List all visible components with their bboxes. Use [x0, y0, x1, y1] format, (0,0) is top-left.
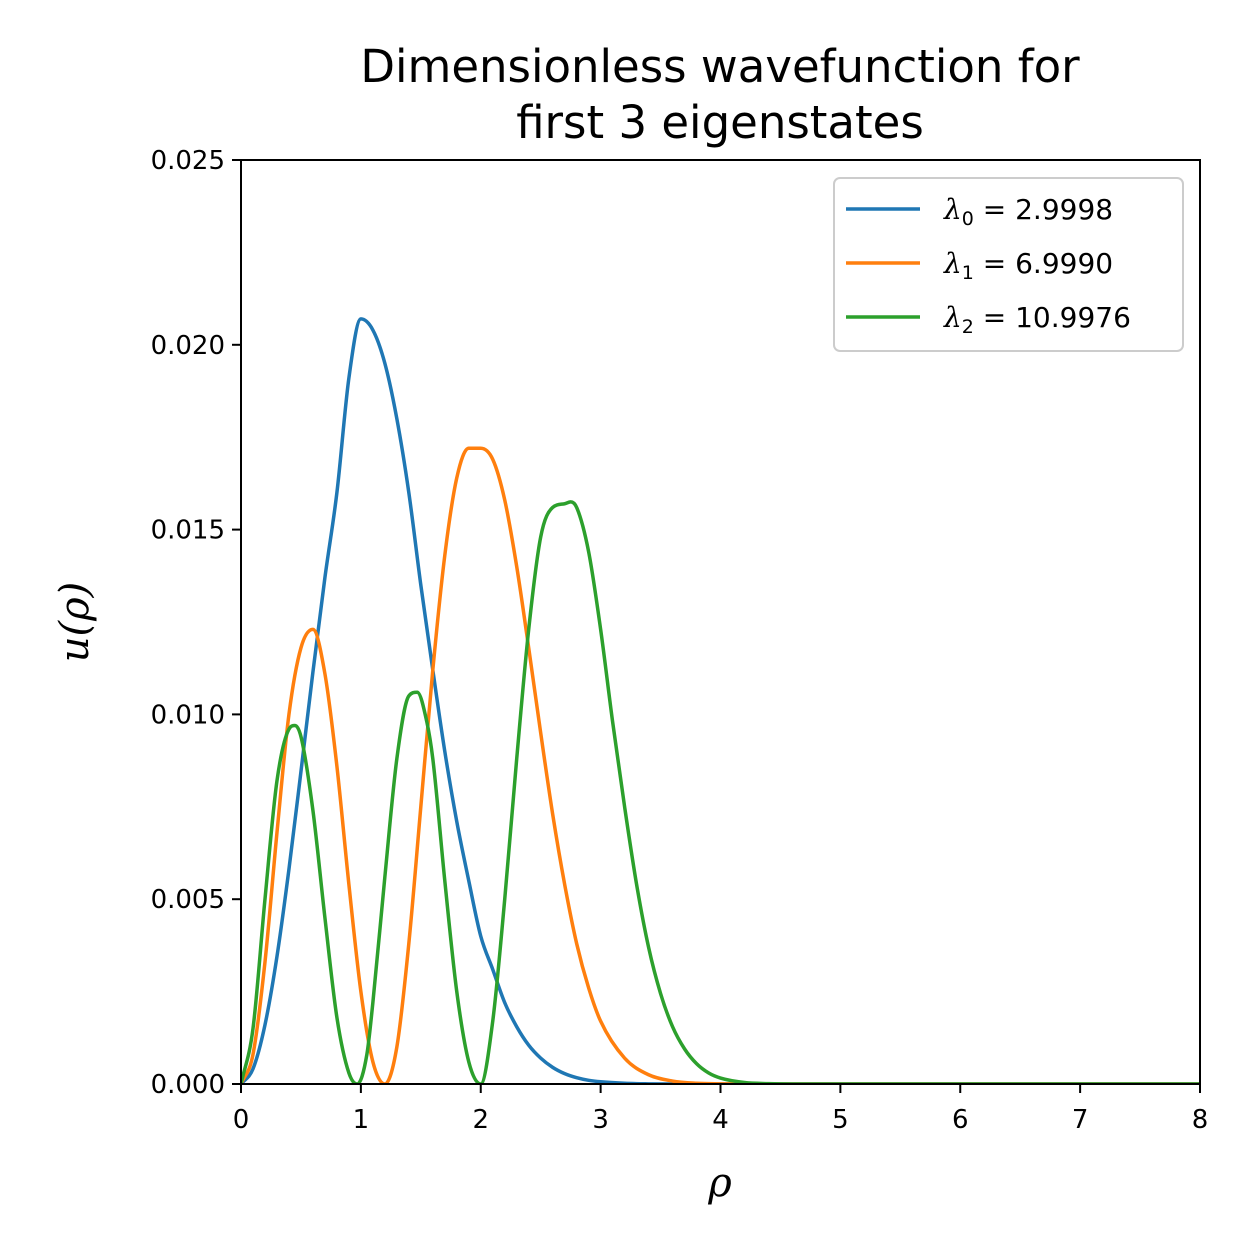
- y-axis: 0.000 0.005 0.010 0.015 0.020 0.025: [151, 146, 241, 1100]
- x-tick-label: 7: [1072, 1105, 1089, 1135]
- legend: λ0 = 2.9998 λ1 = 6.9990 λ2 = 10.9976: [833, 177, 1184, 352]
- legend-label-0: λ0 = 2.9998: [943, 193, 1113, 230]
- y-tick-label: 0.000: [151, 1070, 225, 1100]
- chart-title-line-1: Dimensionless wavefunction for: [360, 40, 1080, 93]
- series-line-1: [241, 446, 1200, 1084]
- y-tick-label: 0.020: [151, 331, 225, 361]
- x-tick-label: 4: [712, 1105, 729, 1135]
- y-tick-label: 0.005: [151, 885, 225, 915]
- x-tick-label: 3: [592, 1105, 609, 1135]
- legend-label-2: λ2 = 10.9976: [943, 301, 1131, 338]
- legend-label-1: λ1 = 6.9990: [943, 247, 1113, 284]
- x-tick-label: 2: [472, 1105, 489, 1135]
- y-tick-label: 0.010: [151, 700, 225, 730]
- x-tick-label: 0: [233, 1105, 250, 1135]
- x-tick-label: 5: [832, 1105, 849, 1135]
- legend-box: [833, 177, 1184, 352]
- series-layer: [241, 317, 1200, 1084]
- x-tick-label: 8: [1192, 1105, 1209, 1135]
- y-tick-label: 0.025: [151, 146, 225, 176]
- x-tick-label: 6: [952, 1105, 969, 1135]
- chart-title-line-2: first 3 eigenstates: [516, 96, 924, 149]
- y-tick-label: 0.015: [151, 516, 225, 546]
- x-axis: 0 1 2 3 4 5 6 7 8: [233, 1084, 1209, 1135]
- x-axis-label: ρ: [707, 1160, 732, 1206]
- x-tick-label: 1: [353, 1105, 370, 1135]
- y-axis-label: u(ρ): [52, 582, 98, 663]
- series-line-2: [241, 500, 1200, 1084]
- series-line-0: [241, 317, 1200, 1084]
